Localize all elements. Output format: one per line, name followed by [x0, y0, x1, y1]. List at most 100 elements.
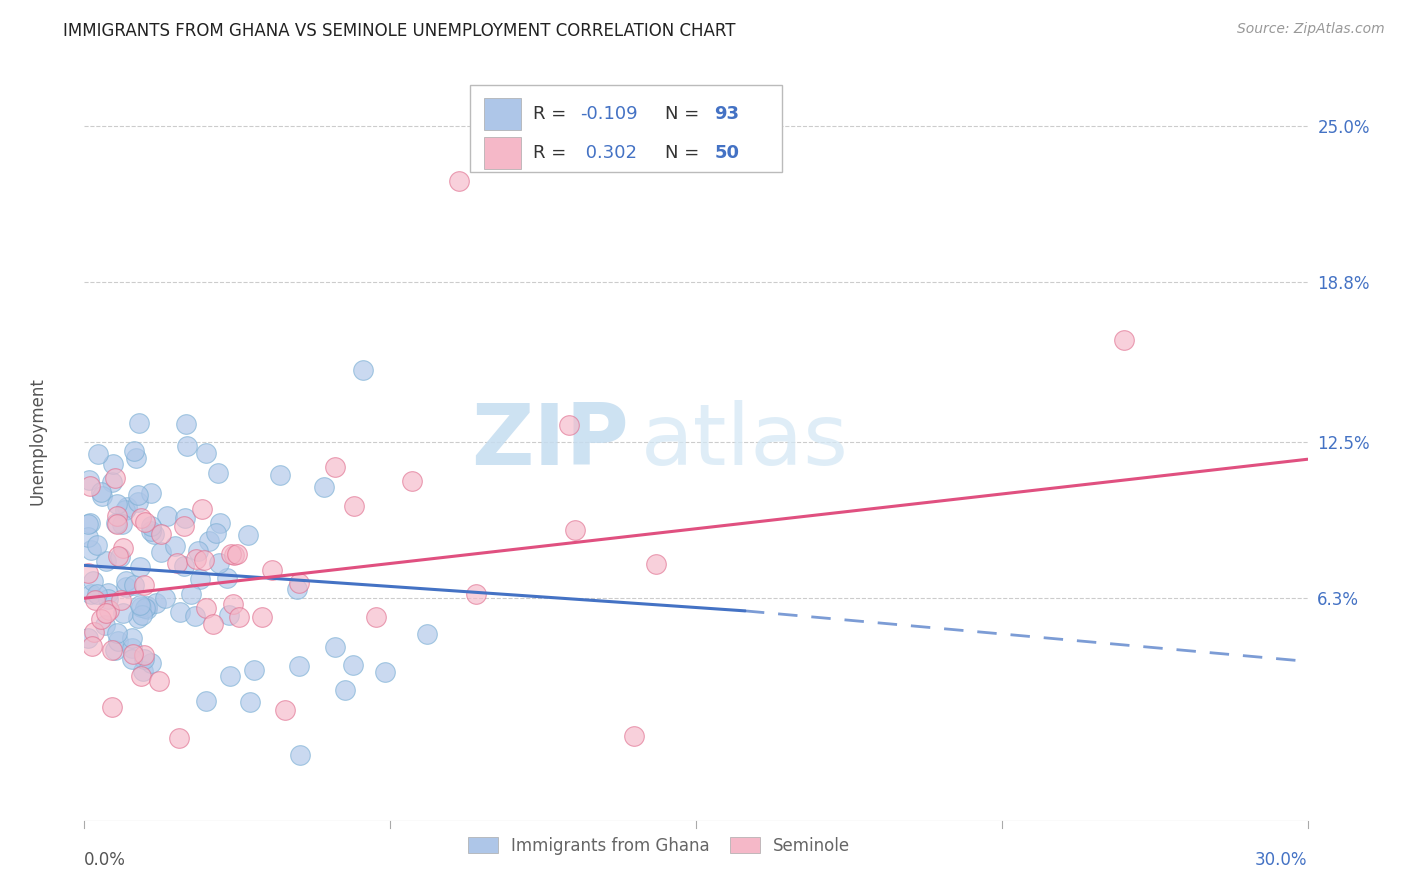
- Point: [121, 640, 143, 655]
- Point: [115, 580, 138, 594]
- Point: [176, 417, 198, 431]
- Point: [169, 605, 191, 619]
- Point: [274, 702, 297, 716]
- Text: 93: 93: [714, 105, 740, 123]
- Point: [558, 418, 581, 433]
- Point: [194, 601, 217, 615]
- Point: [128, 598, 150, 612]
- FancyBboxPatch shape: [470, 85, 782, 172]
- Text: N =: N =: [665, 145, 706, 162]
- Point: [288, 576, 311, 591]
- Point: [94, 554, 117, 568]
- Point: [82, 640, 104, 654]
- Point: [104, 643, 127, 657]
- Point: [208, 556, 231, 570]
- Point: [104, 471, 127, 485]
- Point: [285, 582, 308, 597]
- Point: [131, 664, 153, 678]
- Point: [148, 673, 170, 688]
- Point: [314, 480, 336, 494]
- Point: [127, 495, 149, 509]
- Point: [209, 516, 232, 530]
- Point: [105, 509, 128, 524]
- Point: [202, 617, 225, 632]
- Point: [77, 473, 100, 487]
- Point: [110, 592, 132, 607]
- Point: [173, 518, 195, 533]
- Point: [194, 694, 217, 708]
- Point: [353, 363, 375, 377]
- Point: [107, 634, 129, 648]
- Point: [191, 502, 214, 516]
- Point: [188, 572, 211, 586]
- Point: [83, 625, 105, 640]
- Point: [132, 578, 155, 592]
- Point: [121, 651, 143, 665]
- Point: [86, 447, 108, 461]
- Point: [401, 475, 423, 489]
- Point: [135, 599, 157, 614]
- Point: [198, 534, 221, 549]
- Point: [97, 602, 120, 616]
- Point: [101, 475, 124, 489]
- Point: [94, 606, 117, 620]
- Point: [122, 444, 145, 458]
- Point: [77, 516, 100, 531]
- Point: [139, 485, 162, 500]
- Point: [153, 591, 176, 606]
- Point: [105, 516, 128, 530]
- Point: [149, 526, 172, 541]
- Point: [139, 518, 162, 533]
- Point: [219, 669, 242, 683]
- Point: [97, 592, 120, 607]
- Point: [1114, 334, 1136, 348]
- Point: [269, 467, 291, 482]
- Point: [250, 609, 273, 624]
- Point: [107, 549, 129, 563]
- Point: [101, 642, 124, 657]
- Text: IMMIGRANTS FROM GHANA VS SEMINOLE UNEMPLOYMENT CORRELATION CHART: IMMIGRANTS FROM GHANA VS SEMINOLE UNEMPL…: [63, 22, 735, 40]
- Point: [135, 602, 157, 616]
- Point: [449, 174, 471, 188]
- Point: [163, 539, 186, 553]
- Point: [122, 647, 145, 661]
- Point: [132, 652, 155, 666]
- Point: [288, 658, 311, 673]
- Point: [107, 498, 129, 512]
- Point: [121, 631, 143, 645]
- Point: [101, 700, 124, 714]
- Point: [112, 541, 135, 555]
- Point: [131, 608, 153, 623]
- Point: [228, 610, 250, 624]
- Point: [224, 549, 246, 563]
- Point: [77, 566, 100, 581]
- Point: [108, 549, 131, 564]
- Point: [623, 729, 645, 743]
- Point: [219, 548, 242, 562]
- Point: [242, 663, 264, 677]
- Point: [333, 682, 356, 697]
- Point: [239, 695, 262, 709]
- Point: [125, 451, 148, 466]
- Point: [132, 648, 155, 663]
- Point: [90, 484, 112, 499]
- Point: [112, 607, 135, 621]
- Point: [97, 585, 120, 599]
- Point: [139, 524, 162, 539]
- Point: [166, 556, 188, 570]
- Point: [217, 571, 239, 585]
- Point: [80, 587, 103, 601]
- Legend: Immigrants from Ghana, Seminole: Immigrants from Ghana, Seminole: [461, 830, 858, 862]
- Point: [180, 587, 202, 601]
- Point: [187, 544, 209, 558]
- Point: [167, 731, 190, 746]
- Text: ZIP: ZIP: [471, 400, 628, 483]
- Point: [364, 610, 387, 624]
- Point: [173, 559, 195, 574]
- Text: 30.0%: 30.0%: [1256, 851, 1308, 869]
- Text: -0.109: -0.109: [579, 105, 637, 123]
- Point: [149, 544, 172, 558]
- Point: [114, 502, 136, 516]
- Text: R =: R =: [533, 105, 572, 123]
- Point: [323, 460, 346, 475]
